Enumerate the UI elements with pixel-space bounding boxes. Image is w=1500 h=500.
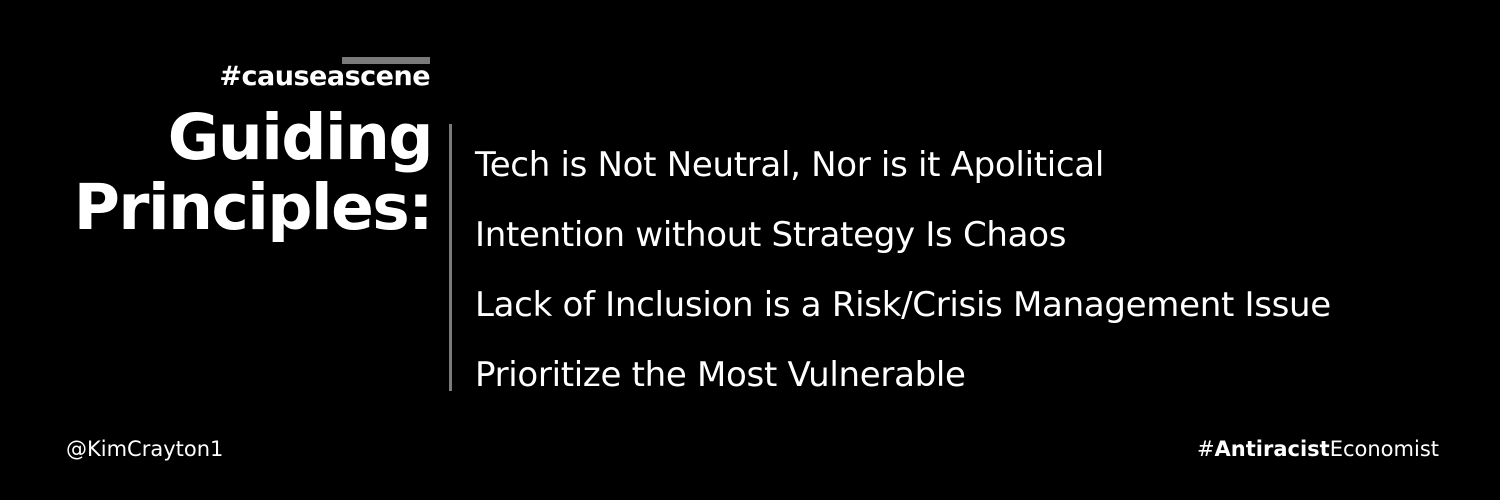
- principle-item: Tech is Not Neutral, Nor is it Apolitica…: [475, 145, 1104, 185]
- principle-item: Intention without Strategy Is Chaos: [475, 215, 1067, 255]
- page-title: Guiding Principles:: [73, 101, 434, 244]
- principle-item: Lack of Inclusion is a Risk/Crisis Manag…: [475, 285, 1331, 325]
- social-handle: @KimCrayton1: [66, 437, 224, 461]
- principles-list: Tech is Not Neutral, Nor is it Apolitica…: [475, 130, 1331, 410]
- title-line-2: Principles:: [73, 171, 434, 244]
- principle-item: Prioritize the Most Vulnerable: [475, 355, 966, 395]
- hashtag-accent-bar: [342, 57, 430, 64]
- footer-hashtag-suffix: Economist: [1329, 437, 1439, 461]
- footer-hashtag-prefix: #: [1196, 437, 1215, 461]
- footer-hashtag: #AntiracistEconomist: [1197, 436, 1439, 462]
- title-line-1: Guiding: [167, 101, 434, 174]
- footer-hashtag-bold: Antiracist: [1214, 437, 1330, 461]
- hashtag: #causeascene: [219, 61, 430, 92]
- vertical-divider: [449, 124, 452, 391]
